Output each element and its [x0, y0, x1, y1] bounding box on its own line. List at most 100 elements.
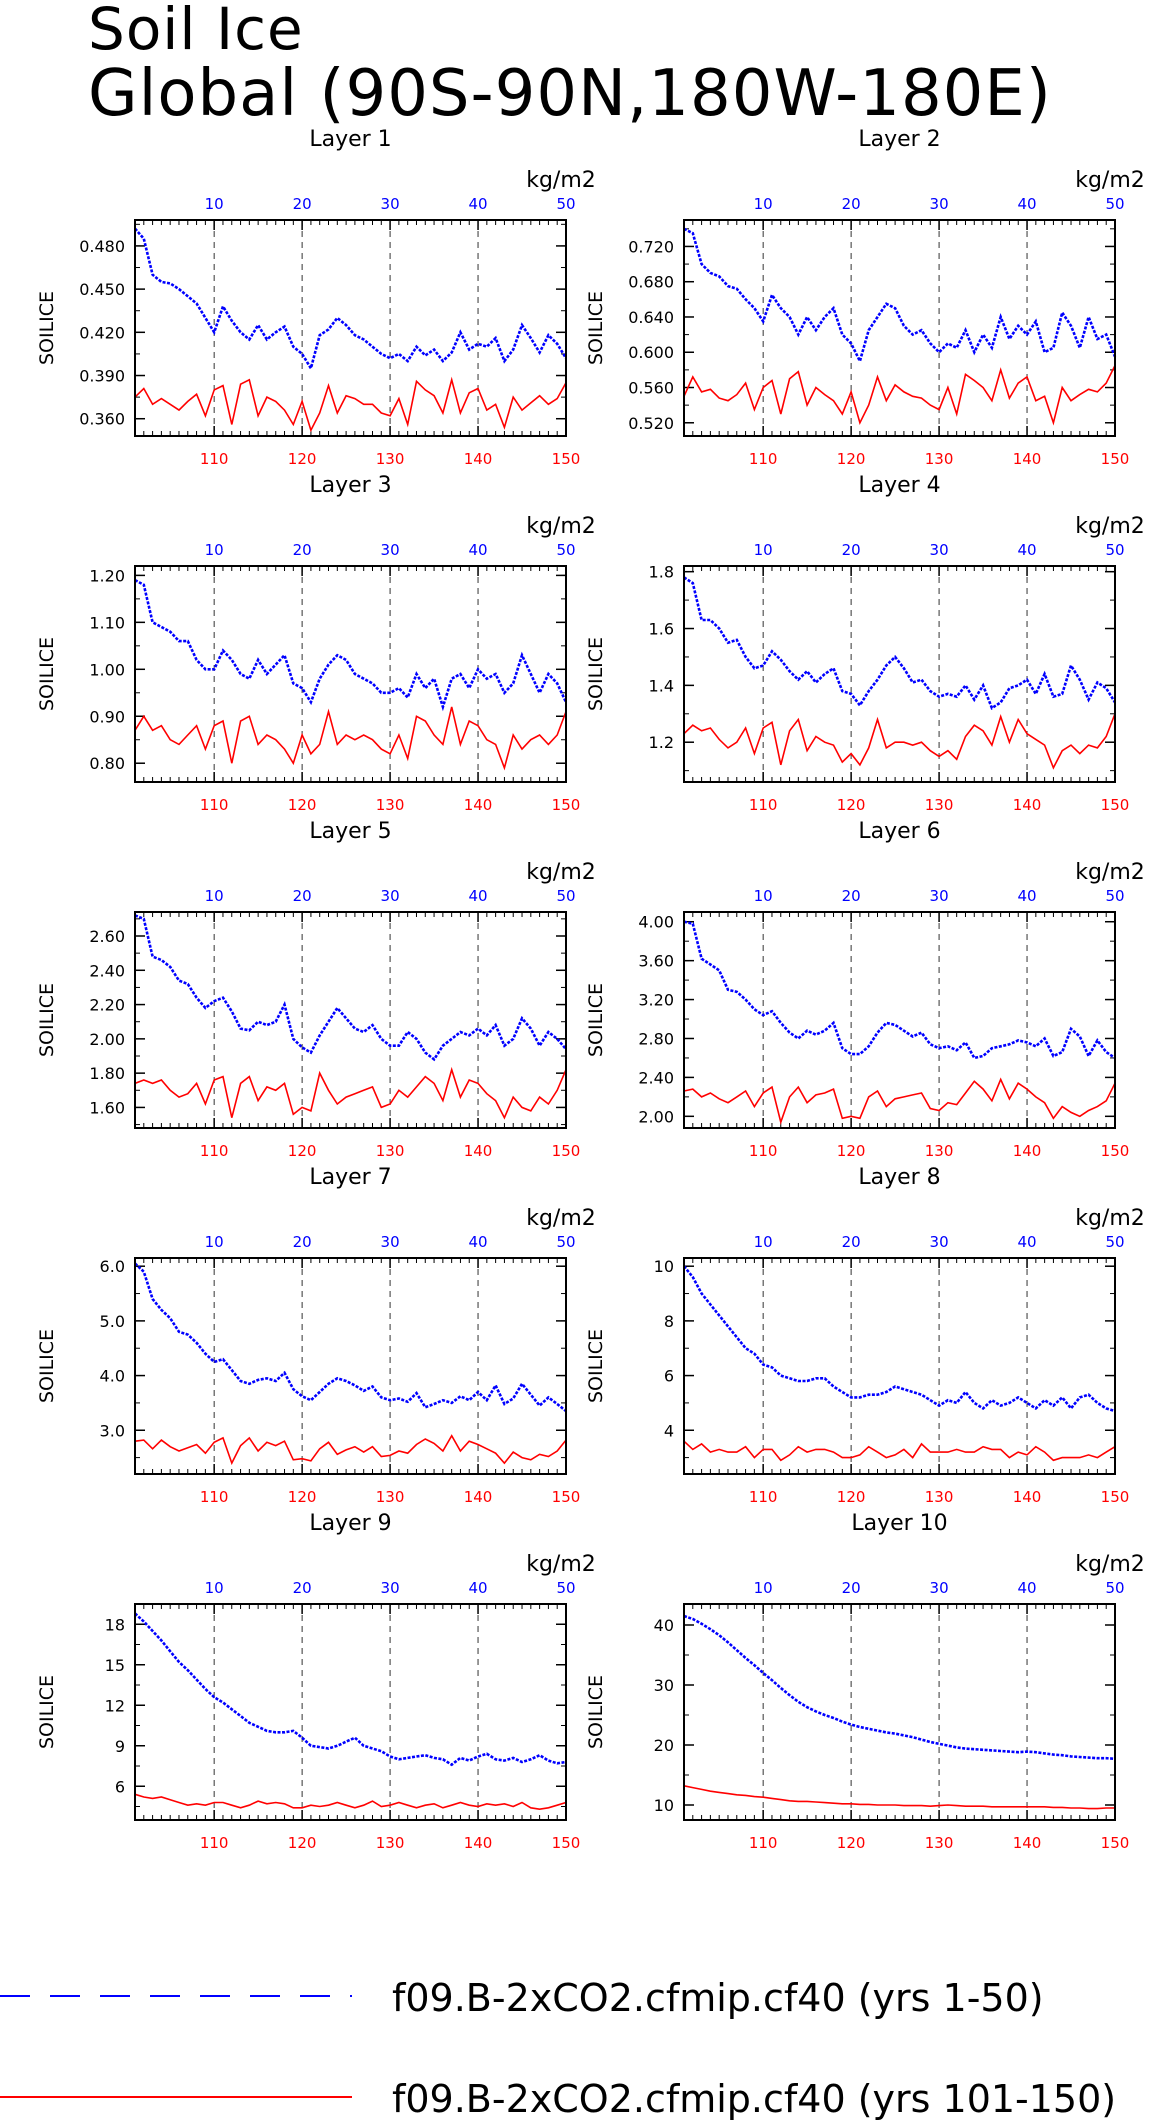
- top-tick-label: 20: [842, 1233, 861, 1251]
- plot-frame: [134, 1603, 567, 1821]
- page-subtitle: Global (90S-90N,180W-180E): [88, 57, 1052, 131]
- bottom-tick-label: 110: [749, 1488, 778, 1506]
- chart-title: Layer 10: [851, 1511, 947, 1536]
- plot-frame: [134, 1257, 567, 1475]
- bottom-tick-label: 140: [464, 796, 493, 814]
- y-tick-label: 0.480: [79, 237, 125, 256]
- y-axis-label: SOILICE: [585, 1329, 607, 1403]
- series-line-yrs-1-50: [683, 1614, 1116, 1761]
- bottom-tick-label: 110: [200, 1488, 229, 1506]
- chart-8: Layer 8 kg/m2 SOILICE 10 20 30 40 50 110 120 130 14…: [585, 1165, 1145, 1506]
- page-title: Soil Ice: [88, 0, 304, 63]
- top-tick-label: 10: [205, 1579, 224, 1597]
- bottom-tick-label: 120: [837, 1142, 866, 1160]
- top-tick-label: 30: [381, 541, 400, 559]
- chart-7: Layer 7 kg/m2 SOILICE 10 20 30 40 50 110 120 130 14…: [36, 1165, 596, 1506]
- bottom-tick-label: 150: [552, 1488, 581, 1506]
- bottom-tick-label: 120: [837, 1834, 866, 1852]
- y-tick-label: 1.6: [649, 620, 674, 639]
- y-tick-label: 2.80: [638, 1029, 674, 1048]
- series-line-yrs-1-50: [134, 914, 567, 1062]
- chart-title: Layer 9: [309, 1511, 391, 1536]
- bottom-tick-label: 110: [749, 1834, 778, 1852]
- y-tick-label: 12: [105, 1696, 125, 1715]
- y-tick-label: 6: [115, 1777, 125, 1796]
- bottom-tick-label: 110: [749, 796, 778, 814]
- series-line-yrs-101-150: [683, 1440, 1116, 1462]
- y-tick-label: 6: [664, 1367, 674, 1386]
- bottom-tick-label: 150: [552, 1834, 581, 1852]
- bottom-tick-label: 140: [464, 1834, 493, 1852]
- top-tick-label: 10: [754, 541, 773, 559]
- bottom-tick-label: 150: [1101, 1142, 1130, 1160]
- bottom-tick-label: 130: [925, 1834, 954, 1852]
- y-tick-label: 2.00: [638, 1107, 674, 1126]
- y-axis-label: SOILICE: [585, 637, 607, 711]
- chart-title: Layer 3: [309, 473, 391, 498]
- series-line-yrs-1-50: [683, 576, 1117, 711]
- top-tick-label: 50: [556, 541, 575, 559]
- bottom-tick-label: 140: [464, 450, 493, 468]
- y-tick-label: 20: [654, 1736, 674, 1755]
- top-tick-label: 40: [468, 1233, 487, 1251]
- top-tick-label: 30: [930, 887, 949, 905]
- y-tick-label: 10: [654, 1796, 674, 1815]
- top-tick-label: 10: [205, 195, 224, 213]
- series-line-yrs-101-150: [683, 1077, 1116, 1125]
- chart-3: Layer 3 kg/m2 SOILICE 10 20 30 40 50 110 120 130 14…: [36, 473, 596, 814]
- y-tick-label: 1.80: [89, 1064, 125, 1083]
- chart-title: Layer 1: [309, 127, 391, 152]
- top-axis-unit: kg/m2: [526, 860, 596, 885]
- bottom-tick-label: 130: [376, 796, 405, 814]
- bottom-tick-label: 140: [1013, 796, 1042, 814]
- y-axis-label: SOILICE: [585, 291, 607, 365]
- series-line-yrs-101-150: [134, 1434, 567, 1466]
- y-tick-label: 0.450: [79, 280, 125, 299]
- bottom-tick-label: 150: [552, 796, 581, 814]
- y-tick-label: 4.0: [100, 1367, 125, 1386]
- y-tick-label: 1.20: [89, 566, 125, 585]
- top-tick-label: 50: [556, 1579, 575, 1597]
- series-line-yrs-101-150: [683, 713, 1116, 770]
- plot-frame: [134, 219, 567, 437]
- top-tick-label: 30: [381, 887, 400, 905]
- top-tick-label: 10: [754, 1579, 773, 1597]
- y-axis-label: SOILICE: [36, 291, 58, 365]
- top-tick-label: 10: [205, 887, 224, 905]
- top-tick-label: 30: [381, 1579, 400, 1597]
- charts-panel: Layer 1 kg/m2 SOILICE 10 20 30 40 50 110 120 130 14…: [36, 127, 1145, 1852]
- top-tick-label: 40: [468, 195, 487, 213]
- top-tick-label: 50: [1105, 195, 1124, 213]
- top-axis-unit: kg/m2: [1075, 860, 1145, 885]
- bottom-tick-label: 120: [288, 1488, 317, 1506]
- top-tick-label: 50: [1105, 887, 1124, 905]
- chart-2: Layer 2 kg/m2 SOILICE 10 20 30 40 50 110 120 130 14…: [585, 127, 1145, 468]
- bottom-tick-label: 110: [200, 1142, 229, 1160]
- legend-label-series-1: f09.B-2xCO2.cfmip.cf40 (yrs 1-50): [392, 1976, 1044, 2020]
- y-tick-label: 0.560: [628, 379, 674, 398]
- bottom-tick-label: 130: [376, 1142, 405, 1160]
- plot-frame: [134, 911, 567, 1129]
- bottom-tick-label: 150: [1101, 1834, 1130, 1852]
- bottom-tick-label: 120: [837, 796, 866, 814]
- chart-title: Layer 2: [858, 127, 940, 152]
- y-tick-label: 0.390: [79, 367, 125, 386]
- plot-frame: [683, 219, 1116, 437]
- y-tick-label: 9: [115, 1737, 125, 1756]
- chart-title: Layer 6: [858, 819, 940, 844]
- chart-5: Layer 5 kg/m2 SOILICE 10 20 30 40 50 110 120 130 14…: [36, 819, 596, 1160]
- legend-label-series-2: f09.B-2xCO2.cfmip.cf40 (yrs 101-150): [392, 2077, 1117, 2121]
- top-axis-unit: kg/m2: [526, 168, 596, 193]
- series-line-yrs-101-150: [134, 706, 567, 771]
- top-tick-label: 20: [842, 541, 861, 559]
- y-tick-label: 2.40: [638, 1068, 674, 1087]
- bottom-tick-label: 110: [200, 450, 229, 468]
- bottom-tick-label: 130: [925, 796, 954, 814]
- y-tick-label: 4.00: [638, 913, 674, 932]
- top-tick-label: 10: [205, 1233, 224, 1251]
- plot-frame: [683, 1257, 1116, 1475]
- y-axis-label: SOILICE: [36, 1329, 58, 1403]
- top-tick-label: 40: [468, 541, 487, 559]
- y-tick-label: 1.8: [649, 563, 674, 582]
- bottom-tick-label: 150: [1101, 796, 1130, 814]
